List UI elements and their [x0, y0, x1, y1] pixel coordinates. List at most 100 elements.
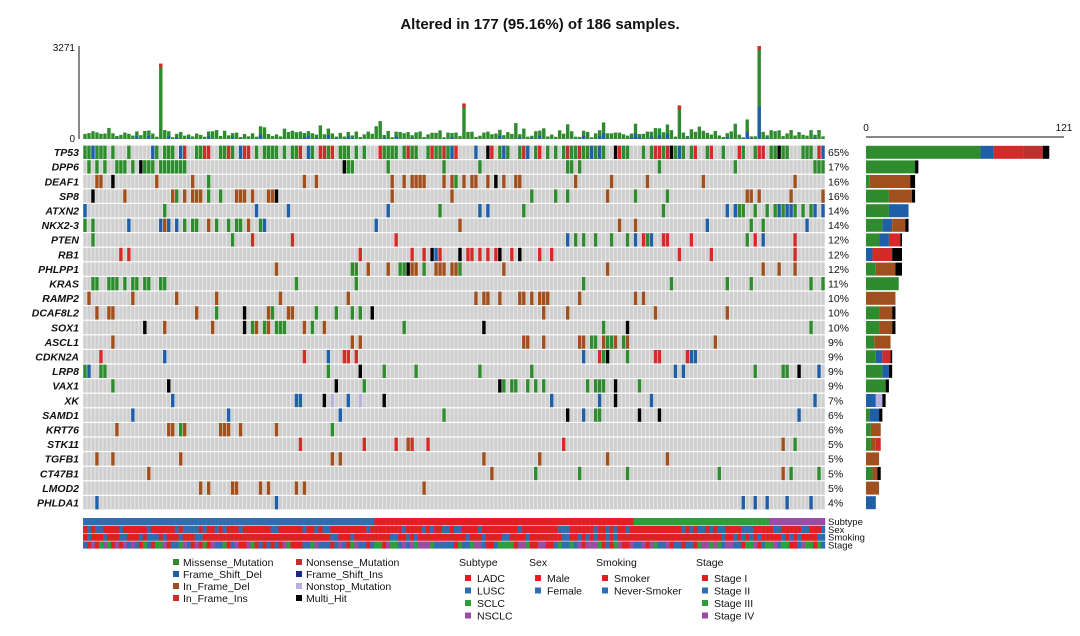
empty-cell	[322, 466, 327, 481]
empty-cell	[139, 423, 143, 437]
empty-cell	[151, 306, 155, 320]
empty-cell	[246, 204, 251, 218]
empty-cell	[350, 350, 355, 364]
empty-cell	[426, 277, 430, 291]
top-bar	[191, 136, 195, 139]
empty-cell	[809, 306, 813, 320]
empty-cell	[757, 379, 761, 393]
mutation-cell	[190, 218, 195, 232]
empty-cell	[613, 481, 618, 495]
empty-cell	[446, 218, 450, 232]
empty-cell	[314, 466, 319, 481]
empty-cell	[410, 189, 414, 203]
empty-cell	[661, 496, 666, 510]
empty-cell	[809, 379, 813, 393]
empty-cell	[394, 277, 398, 291]
empty-cell	[258, 320, 263, 335]
mutation-cell	[625, 335, 630, 349]
empty-cell	[633, 496, 638, 510]
empty-cell	[402, 350, 406, 364]
empty-cell	[677, 437, 682, 451]
empty-cell	[470, 262, 474, 276]
empty-cell	[661, 452, 666, 466]
empty-cell	[346, 437, 351, 451]
empty-cell	[621, 277, 626, 291]
empty-cell	[673, 350, 678, 364]
empty-cell	[797, 291, 801, 305]
empty-cell	[250, 393, 255, 408]
mutation-cell	[569, 160, 574, 174]
empty-cell	[490, 160, 494, 174]
empty-cell	[274, 408, 279, 422]
empty-cell	[119, 496, 123, 510]
empty-cell	[414, 452, 418, 466]
empty-cell	[653, 174, 658, 189]
empty-cell	[749, 306, 753, 320]
top-bar	[350, 135, 354, 139]
empty-cell	[151, 364, 155, 378]
empty-cell	[761, 408, 765, 422]
empty-cell	[190, 233, 195, 247]
empty-cell	[526, 174, 530, 189]
empty-cell	[266, 452, 271, 466]
top-bar-segment	[115, 137, 119, 139]
empty-cell	[681, 481, 686, 495]
empty-cell	[194, 466, 199, 481]
empty-cell	[290, 218, 295, 232]
empty-cell	[785, 291, 789, 305]
empty-cell	[649, 218, 654, 232]
empty-cell	[186, 233, 191, 247]
empty-cell	[198, 306, 203, 320]
empty-cell	[573, 218, 578, 232]
empty-cell	[198, 291, 203, 305]
empty-cell	[458, 291, 462, 305]
empty-cell	[298, 350, 303, 364]
empty-cell	[466, 423, 470, 437]
empty-cell	[609, 189, 614, 203]
empty-cell	[637, 174, 642, 189]
empty-cell	[418, 320, 422, 335]
mutation-cell	[131, 291, 135, 305]
empty-cell	[135, 335, 139, 349]
empty-cell	[202, 320, 207, 335]
top-bar	[534, 131, 538, 139]
empty-cell	[577, 277, 582, 291]
empty-cell	[685, 393, 690, 408]
empty-cell	[470, 233, 474, 247]
empty-cell	[613, 189, 618, 203]
empty-cell	[422, 189, 426, 203]
top-bar-segment	[530, 137, 534, 139]
empty-cell	[394, 350, 398, 364]
empty-cell	[625, 364, 630, 378]
empty-cell	[677, 364, 682, 378]
empty-cell	[414, 423, 418, 437]
empty-cell	[438, 218, 442, 232]
empty-cell	[689, 481, 694, 495]
empty-cell	[438, 174, 442, 189]
empty-cell	[661, 335, 666, 349]
empty-cell	[777, 437, 781, 451]
empty-cell	[689, 320, 694, 335]
empty-cell	[669, 481, 674, 495]
empty-cell	[514, 262, 518, 276]
empty-cell	[645, 452, 650, 466]
empty-cell	[414, 277, 418, 291]
empty-cell	[462, 423, 466, 437]
empty-cell	[135, 466, 139, 481]
top-bar	[294, 132, 299, 139]
empty-cell	[314, 189, 319, 203]
empty-cell	[506, 160, 510, 174]
empty-cell	[442, 350, 446, 364]
empty-cell	[518, 408, 522, 422]
right-bar-segment	[866, 437, 871, 451]
empty-cell	[198, 408, 203, 422]
empty-cell	[163, 393, 167, 408]
empty-cell	[306, 233, 311, 247]
empty-cell	[254, 437, 259, 451]
empty-cell	[605, 247, 610, 262]
empty-cell	[601, 218, 606, 232]
empty-cell	[693, 335, 698, 349]
empty-cell	[462, 291, 466, 305]
mutation-cell	[258, 481, 263, 495]
empty-cell	[530, 350, 534, 364]
